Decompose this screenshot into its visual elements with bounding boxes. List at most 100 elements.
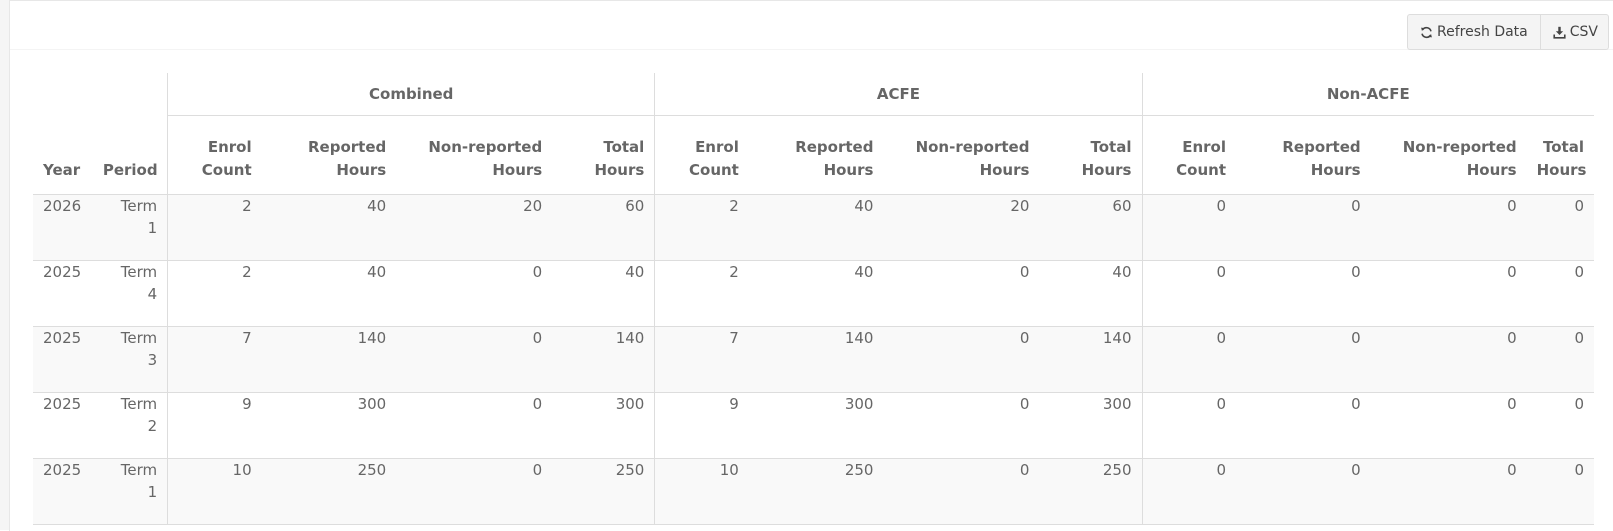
column-header-total-hours[interactable]: Total Hours — [552, 115, 655, 195]
cell-acfe-nonreported-hours: 0 — [883, 458, 1040, 525]
cell-non-acfe-total-hours: 0 — [1526, 326, 1594, 393]
download-icon — [1553, 26, 1566, 39]
cell-non-acfe-reported-hours: 0 — [1236, 392, 1371, 459]
cell-acfe-total-hours: 250 — [1039, 458, 1142, 525]
export-button-group: Refresh Data CSV — [1407, 14, 1609, 50]
cell-combined-nonreported-hours: 20 — [396, 194, 553, 261]
cell-combined-enrol-count: 9 — [167, 392, 262, 459]
cell-combined-reported-hours: 250 — [261, 458, 397, 525]
cell-combined-total-hours: 300 — [552, 392, 655, 459]
cell-year: 2025 — [33, 392, 93, 459]
cell-non-acfe-total-hours: 0 — [1526, 194, 1594, 261]
cell-combined-nonreported-hours: 0 — [396, 326, 553, 393]
group-header-non-acfe: Non-ACFE — [1141, 73, 1594, 116]
group-header-row: Combined ACFE Non-ACFE — [33, 73, 1594, 116]
cell-non-acfe-reported-hours: 0 — [1236, 260, 1371, 327]
cell-non-acfe-enrol-count: 0 — [1141, 326, 1237, 393]
table-row: 2025 Term 4 2 40 0 40 2 40 0 40 0 0 0 0 — [33, 260, 1594, 327]
cell-acfe-reported-hours: 40 — [748, 194, 884, 261]
column-header-enrol-count[interactable]: Enrol Count — [1141, 115, 1237, 195]
column-header-nonreported-hours[interactable]: Non-reported Hours — [1370, 115, 1527, 195]
cell-combined-total-hours: 140 — [552, 326, 655, 393]
column-header-total-hours[interactable]: Total Hours — [1526, 115, 1594, 195]
cell-non-acfe-nonreported-hours: 0 — [1370, 392, 1527, 459]
table-row: 2025 Term 1 10 250 0 250 10 250 0 250 0 0… — [33, 458, 1594, 525]
refresh-data-button[interactable]: Refresh Data — [1408, 15, 1540, 49]
cell-acfe-total-hours: 60 — [1039, 194, 1142, 261]
column-header-nonreported-hours[interactable]: Non-reported Hours — [883, 115, 1040, 195]
cell-period: Term 2 — [92, 392, 168, 459]
column-header-enrol-count[interactable]: Enrol Count — [167, 115, 262, 195]
column-header-reported-hours[interactable]: Reported Hours — [1236, 115, 1371, 195]
table-row: 2026 Term 1 2 40 20 60 2 40 20 60 0 0 0 0 — [33, 194, 1594, 261]
group-header-blank — [33, 73, 168, 116]
cell-non-acfe-nonreported-hours: 0 — [1370, 260, 1527, 327]
column-header-period[interactable]: Period — [92, 115, 168, 195]
cell-acfe-nonreported-hours: 0 — [883, 326, 1040, 393]
cell-acfe-enrol-count: 2 — [654, 260, 749, 327]
cell-combined-nonreported-hours: 0 — [396, 392, 553, 459]
page-background-strip — [0, 0, 9, 530]
cell-acfe-total-hours: 300 — [1039, 392, 1142, 459]
cell-combined-enrol-count: 2 — [167, 260, 262, 327]
cell-non-acfe-total-hours: 0 — [1526, 260, 1594, 327]
cell-combined-reported-hours: 300 — [261, 392, 397, 459]
csv-button[interactable]: CSV — [1539, 15, 1608, 49]
cell-acfe-reported-hours: 300 — [748, 392, 884, 459]
cell-non-acfe-reported-hours: 0 — [1236, 194, 1371, 261]
cell-period: Term 1 — [92, 194, 168, 261]
cell-non-acfe-enrol-count: 0 — [1141, 392, 1237, 459]
group-header-combined: Combined — [167, 73, 655, 116]
cell-combined-nonreported-hours: 0 — [396, 260, 553, 327]
cell-acfe-total-hours: 140 — [1039, 326, 1142, 393]
cell-acfe-nonreported-hours: 0 — [883, 260, 1040, 327]
table-row: 2025 Term 2 9 300 0 300 9 300 0 300 0 0 0… — [33, 392, 1594, 459]
cell-acfe-enrol-count: 10 — [654, 458, 749, 525]
column-header-total-hours[interactable]: Total Hours — [1039, 115, 1142, 195]
cell-acfe-reported-hours: 40 — [748, 260, 884, 327]
column-header-reported-hours[interactable]: Reported Hours — [261, 115, 397, 195]
cell-acfe-enrol-count: 7 — [654, 326, 749, 393]
refresh-data-label: Refresh Data — [1437, 24, 1528, 40]
cell-combined-reported-hours: 40 — [261, 194, 397, 261]
table-body: 2026 Term 1 2 40 20 60 2 40 20 60 0 0 0 0… — [33, 194, 1594, 525]
cell-acfe-total-hours: 40 — [1039, 260, 1142, 327]
cell-acfe-enrol-count: 9 — [654, 392, 749, 459]
cell-combined-reported-hours: 40 — [261, 260, 397, 327]
cell-year: 2025 — [33, 260, 93, 327]
cell-period: Term 3 — [92, 326, 168, 393]
cell-acfe-nonreported-hours: 20 — [883, 194, 1040, 261]
column-header-enrol-count[interactable]: Enrol Count — [654, 115, 749, 195]
cell-acfe-nonreported-hours: 0 — [883, 392, 1040, 459]
cell-combined-enrol-count: 7 — [167, 326, 262, 393]
cell-combined-total-hours: 250 — [552, 458, 655, 525]
column-header-row[interactable]: Year Period Enrol Count Reported Hours Non… — [33, 115, 1594, 195]
cell-combined-nonreported-hours: 0 — [396, 458, 553, 525]
column-header-year[interactable]: Year — [33, 115, 93, 195]
cell-non-acfe-nonreported-hours: 0 — [1370, 326, 1527, 393]
refresh-icon — [1420, 26, 1433, 39]
report-toolbar: Refresh Data CSV — [10, 1, 1613, 50]
table-row: 2025 Term 3 7 140 0 140 7 140 0 140 0 0 0… — [33, 326, 1594, 393]
cell-non-acfe-nonreported-hours: 0 — [1370, 194, 1527, 261]
cell-period: Term 4 — [92, 260, 168, 327]
cell-non-acfe-reported-hours: 0 — [1236, 458, 1371, 525]
cell-combined-total-hours: 60 — [552, 194, 655, 261]
cell-acfe-reported-hours: 140 — [748, 326, 884, 393]
cell-non-acfe-total-hours: 0 — [1526, 392, 1594, 459]
cell-period: Term 1 — [92, 458, 168, 525]
cell-combined-enrol-count: 10 — [167, 458, 262, 525]
cell-year: 2025 — [33, 326, 93, 393]
cell-non-acfe-total-hours: 0 — [1526, 458, 1594, 525]
cell-acfe-enrol-count: 2 — [654, 194, 749, 261]
cell-acfe-reported-hours: 250 — [748, 458, 884, 525]
cell-year: 2026 — [33, 194, 93, 261]
cell-combined-total-hours: 40 — [552, 260, 655, 327]
cell-year: 2025 — [33, 458, 93, 525]
cell-combined-reported-hours: 140 — [261, 326, 397, 393]
cell-non-acfe-enrol-count: 0 — [1141, 458, 1237, 525]
column-header-nonreported-hours[interactable]: Non-reported Hours — [396, 115, 553, 195]
column-header-reported-hours[interactable]: Reported Hours — [748, 115, 884, 195]
csv-label: CSV — [1569, 24, 1598, 40]
cell-non-acfe-reported-hours: 0 — [1236, 326, 1371, 393]
